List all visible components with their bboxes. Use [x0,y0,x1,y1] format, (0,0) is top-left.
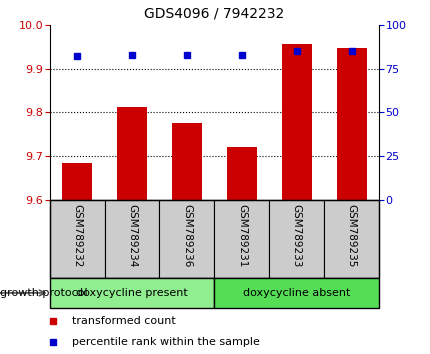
Text: GSM789235: GSM789235 [346,204,356,267]
Bar [336,48,366,200]
Bar [104,200,159,278]
Bar [324,200,378,278]
Title: GDS4096 / 7942232: GDS4096 / 7942232 [144,7,284,21]
Bar [269,200,324,278]
Bar [62,163,92,200]
Bar [49,200,104,278]
Bar [214,200,269,278]
Text: GSM789236: GSM789236 [181,204,191,267]
Bar [117,107,147,200]
Bar [172,123,202,200]
Bar [214,278,378,308]
Text: GSM789231: GSM789231 [237,204,246,267]
Text: GSM789232: GSM789232 [72,204,82,267]
Text: GSM789234: GSM789234 [127,204,137,267]
Text: growth protocol: growth protocol [0,288,87,298]
Bar [159,200,214,278]
Bar [226,147,256,200]
Text: GSM789233: GSM789233 [291,204,301,267]
Bar [281,44,311,200]
Text: percentile rank within the sample: percentile rank within the sample [72,337,259,348]
Text: doxycycline absent: doxycycline absent [243,288,350,298]
Text: doxycycline present: doxycycline present [76,288,187,298]
Bar [49,278,214,308]
Text: transformed count: transformed count [72,316,175,326]
